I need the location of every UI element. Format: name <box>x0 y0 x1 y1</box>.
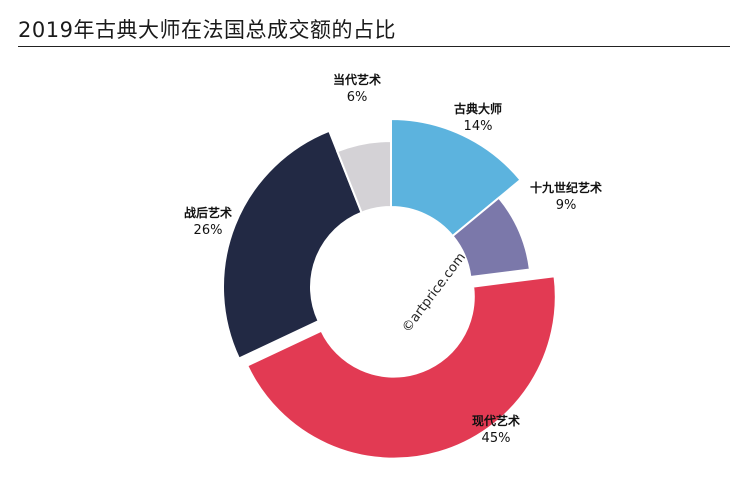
slice-0 <box>390 117 522 238</box>
slice-value-4: 6% <box>347 90 368 105</box>
slice-1 <box>451 196 532 279</box>
slice-label-1: 十九世纪艺术 <box>530 180 602 195</box>
title-divider <box>18 46 730 47</box>
slice-label-3: 战后艺术 <box>184 205 232 220</box>
slice-value-0: 14% <box>464 119 493 134</box>
donut-slices <box>222 117 557 460</box>
watermark: ©artprice.com <box>399 250 469 335</box>
slice-3 <box>222 129 363 360</box>
slice-label-4: 当代艺术 <box>333 72 381 87</box>
slice-labels: 古典大师 14% 十九世纪艺术 9% 现代艺术 45% 战后艺术 26% 当代艺术 6% <box>184 72 602 446</box>
slice-value-3: 26% <box>194 223 223 238</box>
chart-title: 2019年古典大师在法国总成交额的占比 <box>18 18 396 42</box>
slice-label-0: 古典大师 <box>454 101 502 116</box>
slice-value-1: 9% <box>556 198 577 213</box>
slice-4 <box>335 139 392 214</box>
slice-value-2: 45% <box>482 431 511 446</box>
slice-label-2: 现代艺术 <box>472 413 520 428</box>
slice-2 <box>245 275 557 460</box>
